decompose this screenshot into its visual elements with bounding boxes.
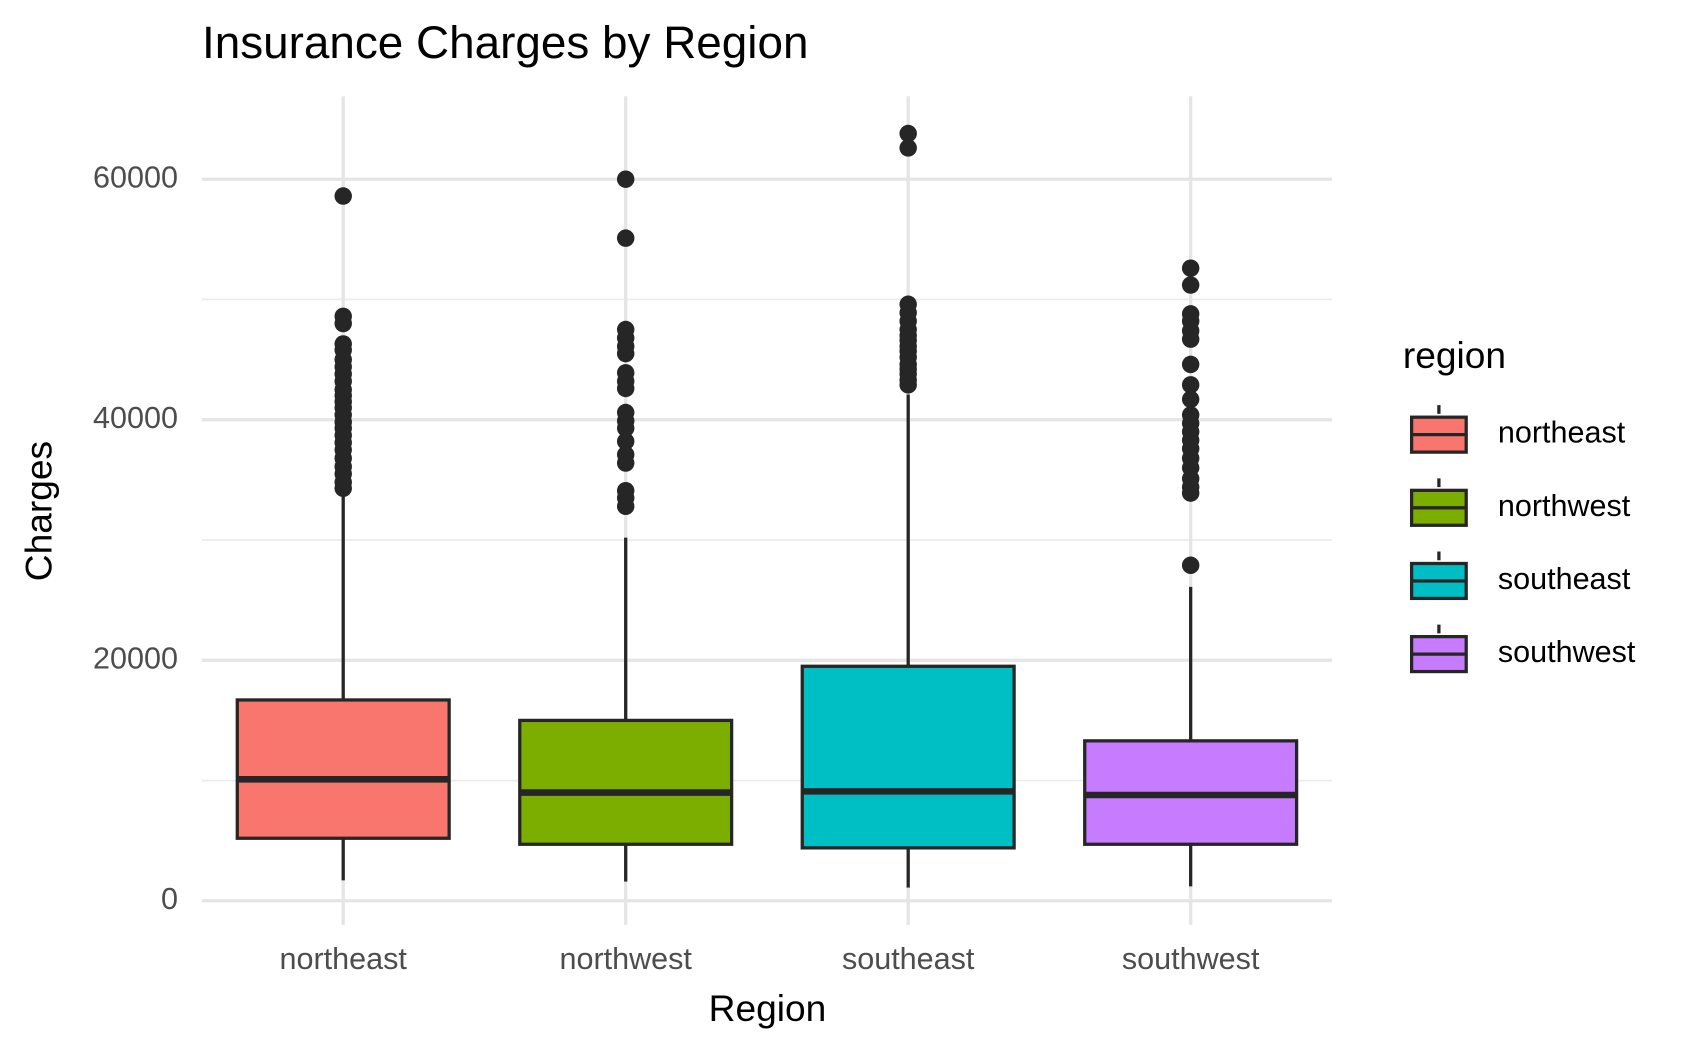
y-tick-label: 0 [161, 882, 178, 916]
legend-label: northwest [1498, 489, 1631, 523]
outlier [899, 139, 917, 157]
outlier [1181, 484, 1200, 502]
x-tick-label: northeast [280, 942, 408, 976]
outlier [334, 187, 352, 205]
outlier [334, 314, 352, 333]
x-axis-title: Region [709, 987, 827, 1029]
outlier [899, 376, 917, 394]
box [235, 698, 451, 840]
outlier [616, 419, 635, 437]
outlier [1181, 330, 1200, 348]
legend-label: southwest [1498, 635, 1636, 669]
outlier [899, 124, 917, 143]
y-tick-label: 60000 [93, 160, 178, 194]
x-tick-label: southwest [1122, 942, 1260, 976]
box [800, 664, 1016, 850]
outlier [1181, 556, 1200, 574]
outlier [1181, 355, 1200, 374]
plot-area [235, 124, 1299, 888]
outlier [616, 454, 635, 472]
x-tick-label: northwest [559, 942, 692, 976]
outlier [616, 379, 635, 398]
chart-title: Insurance Charges by Region [202, 16, 809, 68]
outlier [616, 344, 635, 363]
outlier [1181, 390, 1200, 409]
outlier [616, 497, 635, 516]
legend: northeast northwest southeast southwest [1409, 405, 1636, 684]
y-axis-title: Charges [17, 441, 59, 581]
box [518, 718, 734, 846]
outlier [616, 229, 635, 247]
legend-label: northeast [1498, 416, 1626, 450]
grid: 0 20000 40000 60000 northeast northwest southe… [93, 96, 1332, 976]
legend-label: southeast [1498, 562, 1631, 596]
outlier [1181, 276, 1200, 294]
y-tick-label: 20000 [93, 641, 178, 675]
outlier [616, 432, 635, 451]
y-tick-label: 40000 [93, 401, 178, 435]
legend-title: region [1403, 334, 1506, 376]
outlier [1181, 376, 1200, 394]
outlier [1181, 259, 1200, 277]
x-tick-label: southeast [842, 942, 975, 976]
outlier [334, 479, 352, 498]
outlier [616, 170, 635, 188]
